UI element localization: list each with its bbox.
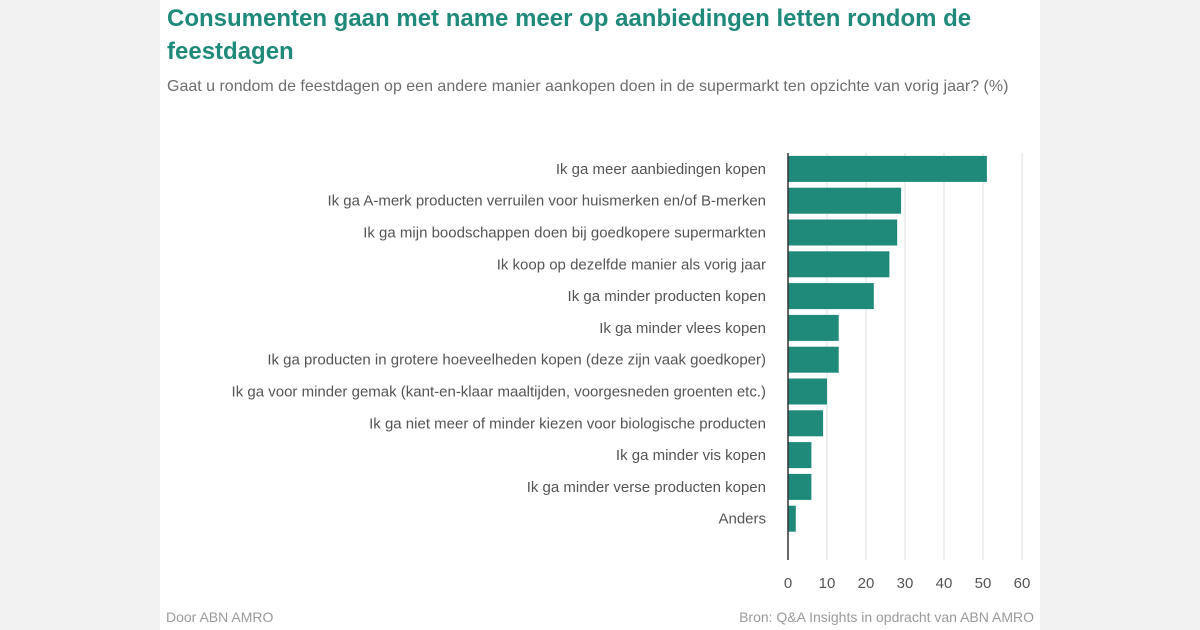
bar-chart: Ik ga meer aanbiedingen kopen Ik ga A-mer… <box>232 153 1031 592</box>
bar <box>788 442 812 469</box>
category-label: Ik ga producten in grotere hoeveelheden … <box>267 352 766 369</box>
bar <box>788 283 874 310</box>
category-label: Ik ga niet meer of minder kiezen voor bi… <box>369 415 766 432</box>
x-tick-label: 60 <box>1014 575 1031 592</box>
x-tick-label: 30 <box>897 575 914 592</box>
x-tick-label: 10 <box>819 575 836 592</box>
category-label: Ik ga minder verse producten kopen <box>527 479 766 496</box>
category-label: Ik ga minder vis kopen <box>616 447 766 464</box>
chart-subtitle: Gaat u rondom de feestdagen op een ander… <box>167 78 1009 95</box>
bar <box>788 219 898 246</box>
bar <box>788 378 827 405</box>
footer-source: Bron: Q&A Insights in opdracht van ABN A… <box>739 609 1034 625</box>
x-tick-label: 0 <box>784 575 792 592</box>
category-label: Ik ga A-merk producten verruilen voor hu… <box>327 193 766 210</box>
x-tick-label: 20 <box>858 575 875 592</box>
footer-author: Door ABN AMRO <box>166 609 274 625</box>
chart-card: Consumenten gaan met name meer op aanbie… <box>160 0 1040 630</box>
bar <box>788 410 824 437</box>
bar <box>788 187 902 214</box>
bar <box>788 346 839 373</box>
chart-title: Consumenten gaan met name meer op aanbie… <box>167 5 972 65</box>
category-label: Ik koop op dezelfde manier als vorig jaa… <box>497 256 766 273</box>
category-label: Ik ga minder producten kopen <box>568 288 766 305</box>
category-label: Anders <box>718 511 766 528</box>
bar <box>788 314 839 341</box>
category-label: Ik ga mijn boodschappen doen bij goedkop… <box>363 225 766 242</box>
x-tick-label: 50 <box>975 575 992 592</box>
x-tick-label: 40 <box>936 575 953 592</box>
category-label: Ik ga meer aanbiedingen kopen <box>556 161 766 178</box>
category-label: Ik ga voor minder gemak (kant-en-klaar m… <box>232 384 766 401</box>
bar <box>788 251 890 278</box>
bar <box>788 505 796 532</box>
bar <box>788 473 812 500</box>
category-label: Ik ga minder vlees kopen <box>599 320 766 337</box>
bar <box>788 155 987 182</box>
